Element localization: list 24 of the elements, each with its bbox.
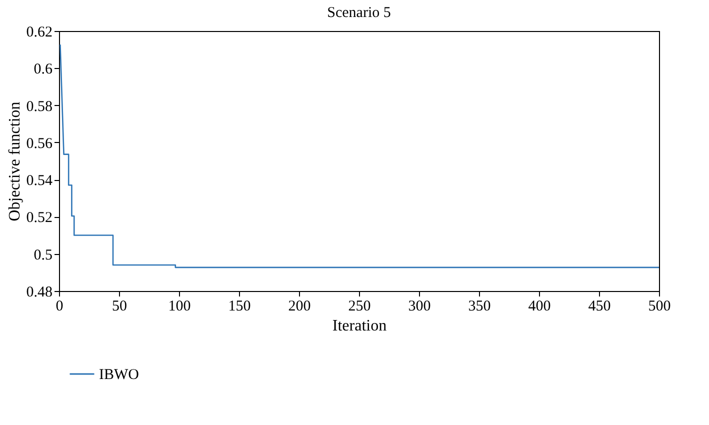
x-tick-label: 500: [648, 298, 671, 314]
line-series: [60, 44, 660, 268]
x-tick-label: 450: [588, 298, 611, 314]
x-tick-label: 200: [288, 298, 311, 314]
x-tick-label: 400: [528, 298, 551, 314]
x-tick-label: 100: [168, 298, 191, 314]
y-tick-label: 0.62: [26, 24, 52, 40]
x-tick-label: 300: [408, 298, 431, 314]
x-axis-title: Iteration: [332, 318, 387, 334]
x-tick-label: 250: [348, 298, 371, 314]
y-axis-title: Objective function: [6, 102, 24, 222]
x-tick-label: 50: [112, 298, 127, 314]
x-tick-label: 150: [228, 298, 251, 314]
y-tick-label: 0.5: [34, 247, 52, 264]
y-tick-label: 0.6: [34, 62, 53, 78]
y-tick-label: 0.52: [26, 210, 52, 226]
legend-label: IBWO: [99, 367, 140, 383]
chart-title: Scenario 5: [327, 5, 391, 21]
y-tick-label: 0.54: [26, 173, 53, 190]
y-tick-label: 0.58: [26, 98, 52, 115]
y-tick-label: 0.56: [26, 136, 53, 152]
y-tick-label: 0.48: [26, 284, 52, 300]
x-tick-label: 0: [56, 298, 64, 314]
x-tick-label: 350: [468, 298, 491, 314]
